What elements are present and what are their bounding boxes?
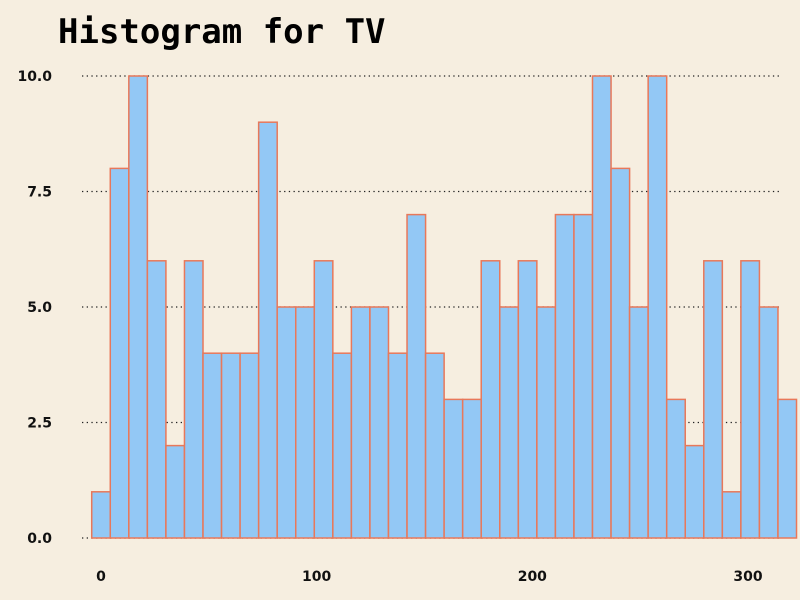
histogram-bar (758, 306, 779, 539)
histogram-bar (257, 121, 278, 539)
y-tick-label: 5.0 (27, 300, 52, 316)
histogram-bar (128, 75, 149, 539)
y-tick-label: 0.0 (27, 531, 52, 547)
x-tick-label: 0 (96, 569, 106, 585)
x-tick-label: 100 (302, 569, 331, 585)
histogram-bar (294, 306, 316, 539)
histogram-bar (665, 398, 686, 539)
histogram-bar (461, 398, 482, 539)
histogram-bar (202, 352, 223, 539)
histogram-bar (777, 398, 798, 539)
histogram-bar (499, 306, 520, 539)
y-tick-label: 10.0 (17, 69, 52, 85)
histogram-bar (239, 352, 260, 539)
histogram-bar (109, 167, 130, 539)
histogram-bar (684, 444, 705, 539)
histogram-bar (443, 398, 464, 539)
histogram-bar (332, 352, 353, 539)
histogram-bar (165, 444, 186, 539)
histogram-bar (591, 75, 612, 539)
histogram-bar (647, 75, 668, 539)
y-tick-label: 2.5 (27, 416, 52, 432)
x-tick-label: 200 (518, 569, 547, 585)
histogram-bar (313, 260, 334, 539)
histogram-bar (703, 260, 724, 539)
histogram-bar (424, 352, 445, 539)
chart-title: Histogram for TV (58, 12, 386, 52)
histogram-bar (721, 491, 742, 539)
histogram-bar (536, 306, 557, 539)
histogram-bar (350, 306, 371, 539)
bar-layer (90, 75, 798, 539)
histogram-bar (740, 260, 761, 539)
y-tick-label: 7.5 (27, 185, 52, 201)
histogram-bar (480, 260, 501, 539)
histogram-bar (517, 260, 538, 539)
y-axis-ticks: 0.0 2.5 5.0 7.5 10.0 (17, 69, 52, 547)
histogram-bar (276, 306, 297, 539)
histogram-bar (554, 213, 575, 539)
histogram-bar (183, 260, 204, 539)
histogram-bar (220, 352, 241, 539)
histogram-bar (369, 306, 390, 539)
histogram-bar (628, 306, 649, 539)
histogram-bar (146, 260, 167, 539)
histogram-bar (387, 352, 408, 539)
histogram-bar (573, 213, 594, 539)
histogram-bar (90, 491, 112, 539)
x-tick-label: 300 (733, 569, 762, 585)
x-axis-ticks: 0 100 200 300 (96, 569, 763, 585)
histogram-bar (610, 167, 631, 539)
histogram-bar (406, 213, 427, 539)
